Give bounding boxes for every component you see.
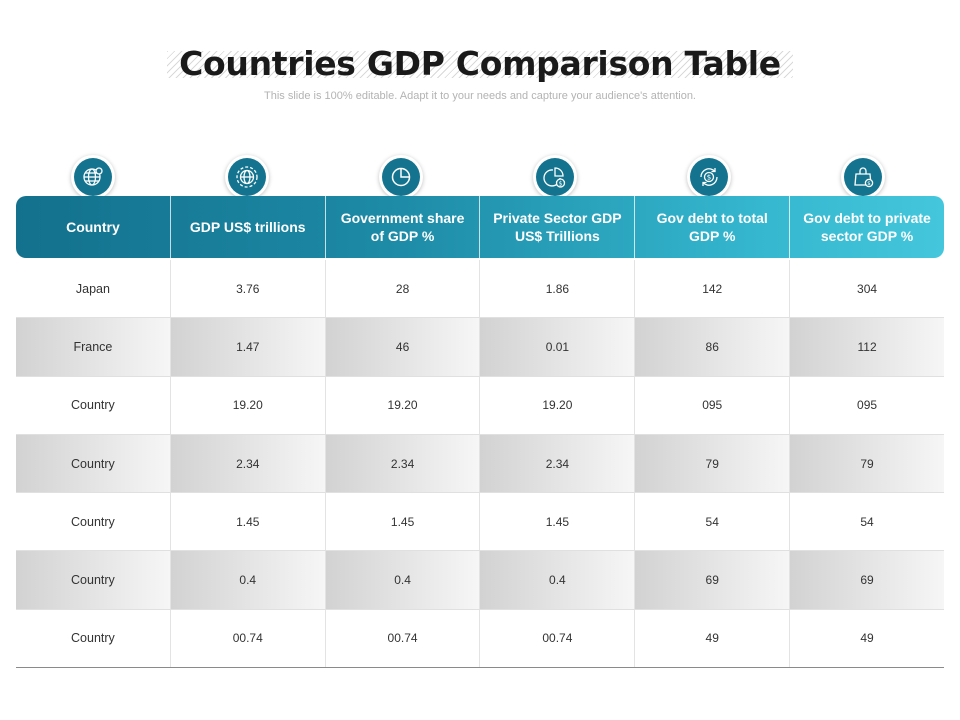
table-cell: 1.45: [324, 493, 480, 551]
table-cell: France: [16, 318, 170, 376]
column-header-gov-share[interactable]: Government share of GDP %: [324, 196, 480, 258]
column-header-country[interactable]: Country: [66, 219, 120, 235]
dollar-cycle-icon: $: [687, 155, 731, 199]
table-cell: Country: [71, 398, 115, 413]
table-cell: Country: [16, 551, 170, 609]
column-header-private-gdp[interactable]: Private Sector GDP US$ Trillions: [479, 196, 634, 258]
table-cell: 19.20: [324, 376, 480, 434]
page-subtitle: This slide is 100% editable. Adapt it to…: [264, 90, 696, 102]
table-cell: 1.45: [169, 493, 325, 551]
table-cell: 1.86: [479, 260, 634, 318]
table-cell: 2.34: [169, 434, 325, 493]
table-cell: 0.4: [324, 551, 480, 609]
pie-chart-icon: [379, 155, 423, 199]
table-cell: 19.20: [169, 376, 325, 434]
table-cell: 1.45: [479, 493, 634, 551]
column-icons-row: $ $ $: [16, 155, 944, 201]
page-title: Countries GDP Comparison Table: [167, 44, 793, 83]
svg-text:$: $: [559, 180, 563, 187]
table-row: Country 1.45 1.45 1.45 54 54: [16, 492, 944, 551]
table-row: Country 0.4 0.4 0.4 69 69: [16, 550, 944, 609]
table-cell: 0.01: [479, 318, 635, 376]
table-cell: 2.34: [324, 434, 480, 493]
table-cell: 2.34: [479, 434, 635, 493]
column-header-gov-debt-private[interactable]: Gov debt to private sector GDP %: [789, 196, 944, 258]
bag-dollar-icon: $: [841, 155, 885, 199]
table-cell: 112: [789, 318, 944, 376]
table-cell: 0.4: [169, 551, 325, 609]
table-cell: 142: [634, 260, 789, 318]
globe-gear-icon: [225, 155, 269, 199]
title-wrap: Countries GDP Comparison Table: [0, 44, 960, 83]
table-cell: Country: [71, 514, 115, 529]
table-cell: 00.74: [169, 609, 325, 668]
table-cell: 304: [789, 260, 944, 318]
table-cell: 00.74: [479, 609, 634, 668]
table-cell: 69: [634, 551, 790, 609]
table-cell: 0.4: [479, 551, 635, 609]
table-cell: 00.74: [324, 609, 480, 668]
table-body: Japan 3.76 28 1.86 142 304 France 1.47 4…: [16, 260, 944, 669]
pie-dollar-icon: $: [533, 155, 577, 199]
table-cell: 54: [634, 493, 789, 551]
table-row: Country 00.74 00.74 00.74 49 49: [16, 608, 944, 668]
table-cell: 1.47: [169, 318, 325, 376]
table-cell: 79: [634, 434, 790, 493]
table-row: Japan 3.76 28 1.86 142 304: [16, 260, 944, 318]
table-cell: 28: [324, 260, 480, 318]
svg-text:$: $: [867, 181, 871, 187]
table-cell: 095: [634, 376, 789, 434]
table-cell: 69: [789, 551, 944, 609]
table-cell: 49: [634, 609, 789, 668]
table-cell: 095: [789, 376, 944, 434]
column-header-gov-debt-total[interactable]: Gov debt to total GDP %: [634, 196, 789, 258]
svg-text:$: $: [707, 174, 711, 182]
table-cell: 3.76: [169, 260, 325, 318]
table-header: Country GDP US$ trillions Government sha…: [16, 196, 944, 258]
table-cell: Country: [71, 631, 115, 646]
table-row: Country 19.20 19.20 19.20 095 095: [16, 375, 944, 434]
table-row: France 1.47 46 0.01 86 112: [16, 317, 944, 376]
table-cell: 79: [789, 434, 944, 493]
table-cell: Country: [16, 434, 170, 493]
table-cell: Japan: [75, 281, 110, 296]
globe-pin-icon: [71, 155, 115, 199]
table-cell: 86: [634, 318, 790, 376]
table-cell: 54: [789, 493, 944, 551]
column-header-gdp[interactable]: GDP US$ trillions: [169, 196, 325, 258]
table-cell: 49: [789, 609, 944, 668]
table-cell: 46: [324, 318, 480, 376]
table-cell: 19.20: [479, 376, 634, 434]
table-row: Country 2.34 2.34 2.34 79 79: [16, 433, 944, 493]
